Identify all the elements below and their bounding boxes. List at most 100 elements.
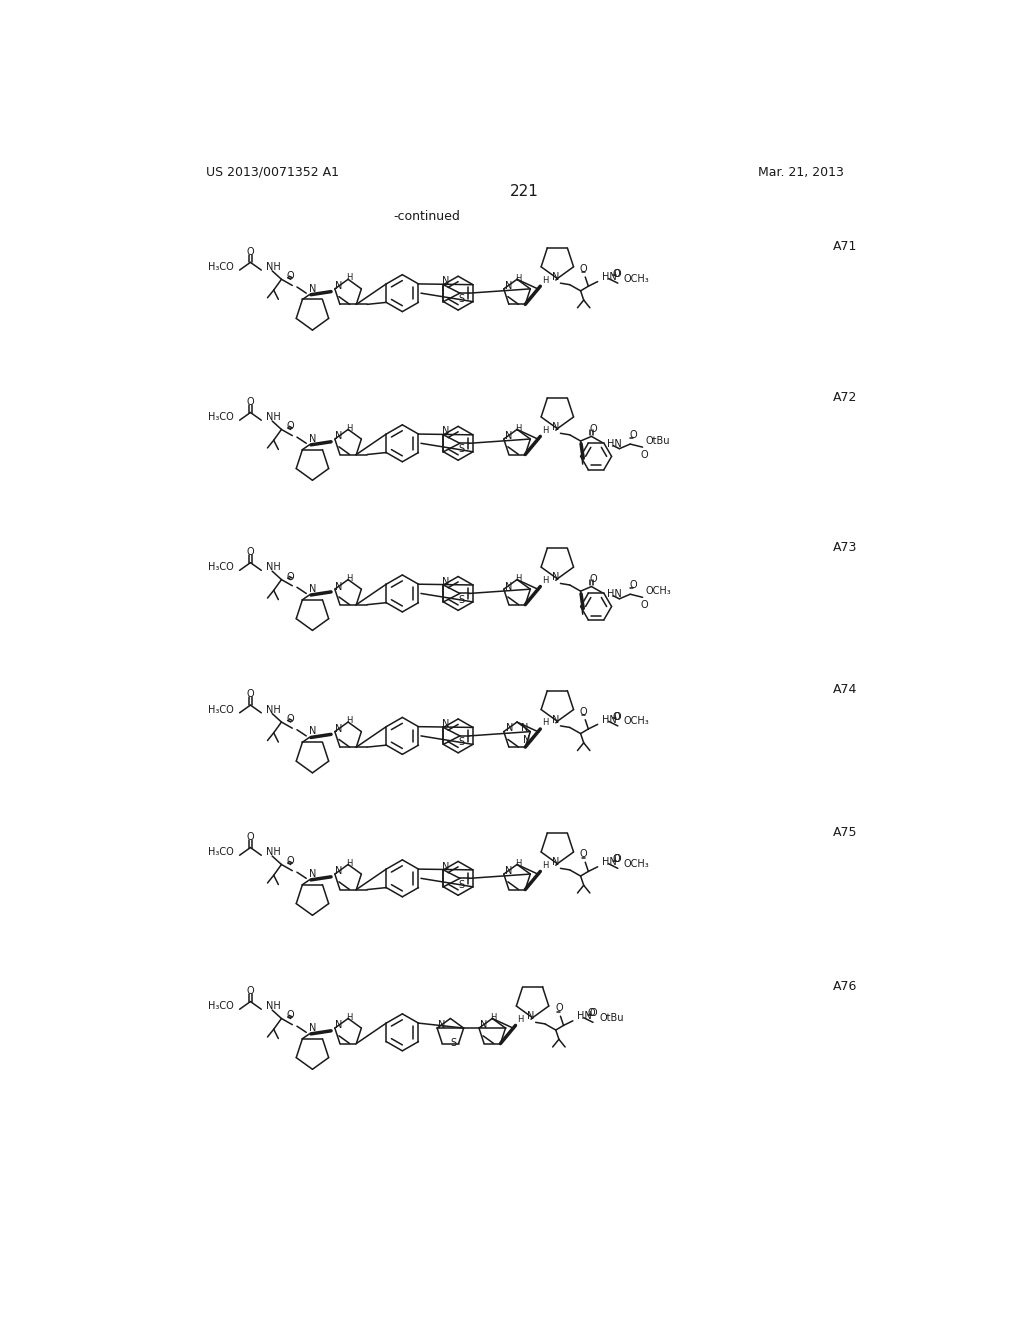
Text: HN: HN bbox=[602, 857, 617, 867]
Text: O: O bbox=[612, 269, 621, 279]
Text: O: O bbox=[287, 421, 295, 432]
Text: N: N bbox=[442, 577, 450, 586]
Text: US 2013/0071352 A1: US 2013/0071352 A1 bbox=[206, 166, 339, 178]
Text: O: O bbox=[614, 269, 622, 279]
Text: A72: A72 bbox=[834, 391, 858, 404]
Text: O: O bbox=[630, 430, 637, 440]
Text: O: O bbox=[247, 546, 254, 557]
Text: S: S bbox=[459, 594, 465, 605]
Text: H: H bbox=[346, 717, 352, 725]
Text: H: H bbox=[542, 576, 548, 585]
Text: N: N bbox=[505, 582, 512, 591]
Text: HN: HN bbox=[602, 272, 617, 282]
Text: H: H bbox=[515, 275, 521, 282]
Text: N: N bbox=[309, 726, 316, 737]
Text: N: N bbox=[335, 1020, 342, 1031]
Text: H: H bbox=[346, 574, 352, 582]
Text: OCH₃: OCH₃ bbox=[624, 273, 650, 284]
Text: H₃CO: H₃CO bbox=[208, 847, 233, 857]
Text: NH: NH bbox=[266, 412, 281, 422]
Text: O: O bbox=[287, 271, 295, 281]
Text: O: O bbox=[640, 450, 648, 459]
Text: N: N bbox=[505, 432, 512, 441]
Text: N: N bbox=[505, 866, 512, 876]
Text: H: H bbox=[346, 273, 352, 282]
Text: N: N bbox=[309, 1023, 316, 1032]
Text: OtBu: OtBu bbox=[599, 1012, 624, 1023]
Text: O: O bbox=[588, 1008, 595, 1018]
Text: H: H bbox=[490, 1014, 497, 1022]
Text: N: N bbox=[552, 714, 559, 725]
Text: O: O bbox=[580, 264, 588, 275]
Text: H: H bbox=[346, 858, 352, 867]
Text: N: N bbox=[552, 272, 559, 282]
Text: NH: NH bbox=[266, 705, 281, 714]
Text: S: S bbox=[451, 1039, 457, 1048]
Text: H: H bbox=[542, 718, 548, 727]
Text: O: O bbox=[612, 711, 621, 722]
Text: O: O bbox=[589, 1008, 597, 1018]
Text: OCH₃: OCH₃ bbox=[624, 717, 650, 726]
Text: N: N bbox=[335, 723, 342, 734]
Text: O: O bbox=[614, 711, 622, 722]
Text: NH: NH bbox=[266, 1001, 281, 1011]
Text: H₃CO: H₃CO bbox=[208, 412, 233, 422]
Text: A73: A73 bbox=[834, 541, 858, 554]
Text: O: O bbox=[614, 854, 622, 865]
Text: HN: HN bbox=[607, 440, 622, 449]
Text: O: O bbox=[247, 832, 254, 842]
Text: O: O bbox=[630, 579, 637, 590]
Text: H₃CO: H₃CO bbox=[208, 705, 233, 714]
Text: O: O bbox=[287, 857, 295, 866]
Text: N: N bbox=[438, 1020, 445, 1031]
Text: N: N bbox=[521, 723, 528, 734]
Text: O: O bbox=[247, 247, 254, 256]
Text: N: N bbox=[335, 582, 342, 591]
Text: H₃CO: H₃CO bbox=[208, 1001, 233, 1011]
Text: H: H bbox=[515, 574, 521, 583]
Text: N: N bbox=[442, 719, 450, 729]
Text: O: O bbox=[589, 574, 597, 583]
Text: N: N bbox=[309, 583, 316, 594]
Text: O: O bbox=[580, 708, 588, 717]
Text: H: H bbox=[542, 426, 548, 434]
Text: O: O bbox=[640, 601, 648, 610]
Text: N: N bbox=[335, 432, 342, 441]
Text: S: S bbox=[459, 879, 465, 890]
Text: NH: NH bbox=[266, 562, 281, 573]
Text: N: N bbox=[552, 422, 559, 432]
Text: N: N bbox=[335, 281, 342, 292]
Text: N: N bbox=[442, 276, 450, 286]
Text: HN: HN bbox=[578, 1011, 592, 1022]
Text: O: O bbox=[247, 397, 254, 407]
Text: O: O bbox=[612, 854, 621, 865]
Text: S: S bbox=[459, 294, 465, 305]
Text: A74: A74 bbox=[834, 684, 858, 696]
Text: 221: 221 bbox=[510, 183, 540, 199]
Text: N: N bbox=[480, 1020, 487, 1031]
Text: O: O bbox=[287, 714, 295, 723]
Text: NH: NH bbox=[266, 261, 281, 272]
Text: N: N bbox=[506, 723, 513, 734]
Text: H₃CO: H₃CO bbox=[208, 562, 233, 573]
Text: OCH₃: OCH₃ bbox=[646, 586, 672, 597]
Text: H: H bbox=[346, 1012, 352, 1022]
Text: N: N bbox=[552, 857, 559, 867]
Text: S: S bbox=[459, 737, 465, 747]
Text: O: O bbox=[247, 689, 254, 700]
Text: A75: A75 bbox=[834, 825, 858, 838]
Text: N: N bbox=[335, 866, 342, 876]
Text: OtBu: OtBu bbox=[646, 436, 670, 446]
Text: H: H bbox=[515, 424, 521, 433]
Text: N: N bbox=[552, 573, 559, 582]
Text: N: N bbox=[309, 434, 316, 444]
Text: HN: HN bbox=[607, 589, 622, 599]
Text: O: O bbox=[287, 572, 295, 582]
Text: A76: A76 bbox=[834, 979, 858, 993]
Text: H: H bbox=[542, 861, 548, 870]
Text: N: N bbox=[442, 862, 450, 871]
Text: O: O bbox=[580, 850, 588, 859]
Text: A71: A71 bbox=[834, 240, 858, 253]
Text: Mar. 21, 2013: Mar. 21, 2013 bbox=[758, 166, 844, 178]
Text: H: H bbox=[517, 1015, 523, 1024]
